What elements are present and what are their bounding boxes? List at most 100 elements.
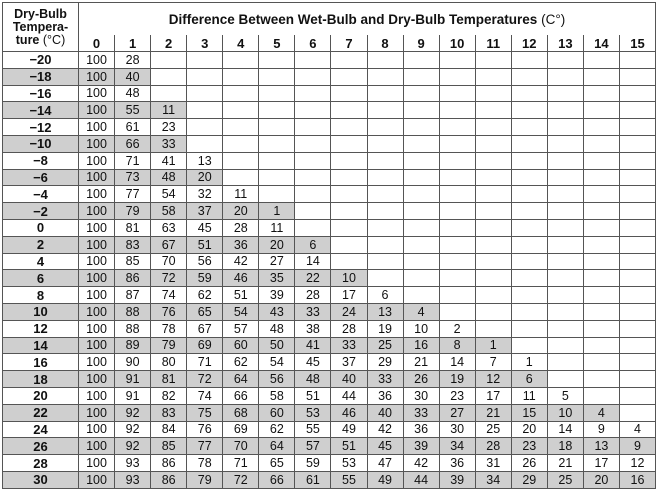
empty-cell (330, 151, 368, 170)
humidity-value-cell: 62 (222, 353, 260, 372)
humidity-value-cell: 69 (222, 420, 260, 439)
humidity-value-cell: 47 (366, 454, 404, 472)
empty-cell (438, 168, 476, 187)
humidity-value-cell: 30 (438, 420, 476, 439)
dry-bulb-temp-cell: 20 (2, 386, 79, 405)
empty-cell (474, 151, 512, 170)
empty-cell (366, 185, 404, 204)
humidity-value-cell: 53 (294, 403, 332, 422)
empty-cell (510, 252, 548, 271)
column-header-row: 0 1 2 3 4 5 6 7 8 9 10 11 12 13 14 15 (3, 35, 657, 52)
empty-cell (582, 319, 620, 338)
empty-cell (294, 84, 332, 103)
empty-cell (618, 202, 657, 220)
column-header-8: 8 (366, 35, 404, 52)
humidity-value-cell: 28 (474, 437, 512, 456)
humidity-value-cell: 100 (77, 218, 116, 237)
humidity-value-cell: 100 (77, 286, 116, 304)
humidity-value-cell: 1 (258, 202, 296, 220)
empty-cell (438, 302, 476, 321)
humidity-value-cell: 17 (330, 286, 368, 304)
empty-cell (258, 84, 296, 103)
empty-cell (582, 134, 620, 153)
empty-cell (546, 84, 584, 103)
dry-bulb-temp-cell: −8 (2, 151, 79, 170)
humidity-value-cell: 100 (77, 118, 116, 136)
column-header-3: 3 (186, 35, 224, 52)
table-title-row: Dry-Bulb Tempera- ture (°C) Difference B… (2, 2, 656, 52)
dry-bulb-temp-cell: −2 (2, 202, 79, 220)
humidity-value-cell: 39 (258, 286, 296, 304)
humidity-value-cell: 30 (402, 386, 440, 405)
humidity-value-cell: 100 (77, 403, 116, 422)
empty-cell (438, 84, 476, 103)
empty-cell (222, 84, 260, 103)
humidity-value-cell: 20 (258, 235, 296, 254)
table-row: 6 100 86 72 59 46 35 22 10 (2, 269, 657, 288)
humidity-value-cell: 61 (114, 118, 152, 136)
humidity-value-cell: 48 (150, 168, 188, 187)
empty-cell (510, 202, 548, 220)
column-header-1: 1 (114, 35, 152, 52)
humidity-value-cell: 54 (222, 302, 260, 321)
row-label-line1: Dry-Bulb (14, 6, 67, 21)
humidity-value-cell: 33 (150, 134, 188, 153)
dry-bulb-temp-cell: 16 (2, 353, 79, 372)
humidity-value-cell: 28 (114, 51, 152, 69)
empty-cell (258, 168, 296, 187)
column-header-15: 15 (618, 35, 657, 52)
table-row: 24 100 92 84 76 69 62 55 49 42 36 30 25 20 14 9 4 (2, 420, 657, 439)
humidity-value-cell: 23 (438, 386, 476, 405)
humidity-value-cell: 53 (330, 454, 368, 472)
humidity-value-cell: 83 (150, 403, 188, 422)
dry-bulb-temp-cell: 30 (2, 470, 79, 490)
humidity-value-cell: 28 (294, 286, 332, 304)
column-header-0: 0 (77, 35, 116, 52)
humidity-value-cell: 44 (330, 386, 368, 405)
dry-bulb-temp-cell: 2 (2, 235, 79, 254)
empty-cell (330, 235, 368, 254)
humidity-value-cell: 55 (330, 470, 368, 490)
empty-cell (582, 302, 620, 321)
humidity-value-cell: 100 (77, 202, 116, 220)
humidity-value-cell: 100 (77, 336, 116, 355)
empty-cell (546, 51, 584, 69)
humidity-value-cell: 100 (77, 370, 116, 388)
humidity-value-cell: 77 (114, 185, 152, 204)
humidity-value-cell: 39 (438, 470, 476, 490)
row-header-corner: Dry-Bulb Tempera- ture (°C) (2, 2, 79, 52)
humidity-value-cell: 60 (222, 336, 260, 355)
humidity-value-cell: 54 (150, 185, 188, 204)
humidity-value-cell: 100 (77, 235, 116, 254)
humidity-value-cell: 100 (77, 67, 116, 86)
empty-cell (402, 286, 440, 304)
humidity-value-cell: 56 (258, 370, 296, 388)
dry-bulb-temp-cell: 4 (2, 252, 79, 271)
empty-cell (438, 134, 476, 153)
humidity-value-cell: 63 (150, 218, 188, 237)
dry-bulb-temp-cell: −12 (2, 118, 79, 136)
empty-cell (510, 319, 548, 338)
humidity-value-cell: 78 (150, 319, 188, 338)
empty-cell (582, 286, 620, 304)
empty-cell (402, 84, 440, 103)
humidity-value-cell: 36 (402, 420, 440, 439)
empty-cell (474, 269, 512, 288)
humidity-value-cell: 51 (294, 386, 332, 405)
empty-cell (366, 101, 404, 120)
empty-cell (546, 151, 584, 170)
humidity-value-cell: 12 (474, 370, 512, 388)
dry-bulb-temp-cell: 10 (2, 302, 79, 321)
empty-cell (438, 185, 476, 204)
humidity-value-cell: 79 (114, 202, 152, 220)
empty-cell (330, 134, 368, 153)
empty-cell (510, 51, 548, 69)
humidity-value-cell: 22 (294, 269, 332, 288)
empty-cell (330, 51, 368, 69)
empty-cell (618, 252, 657, 271)
humidity-value-cell: 45 (294, 353, 332, 372)
humidity-value-cell: 91 (114, 370, 152, 388)
humidity-value-cell: 10 (402, 319, 440, 338)
dry-bulb-temp-cell: 22 (2, 403, 79, 422)
